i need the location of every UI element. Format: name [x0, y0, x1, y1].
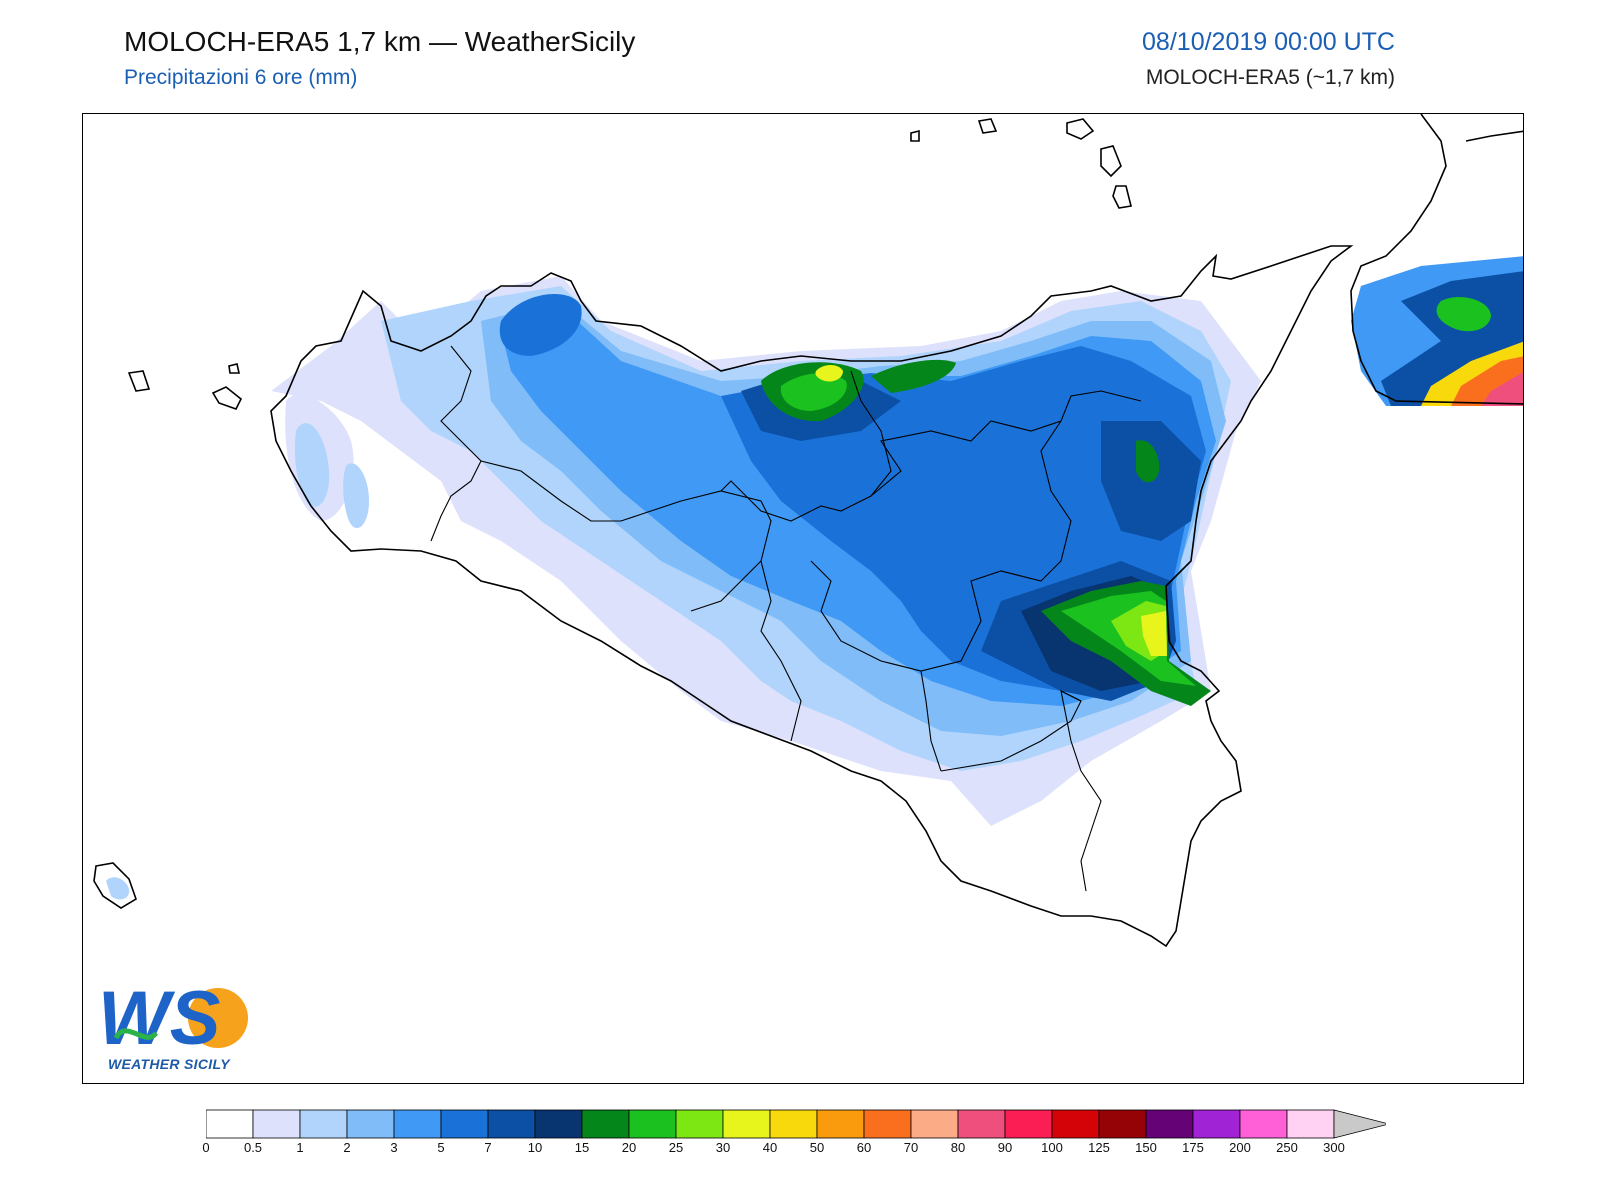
colorbar-tick-label: 15 — [574, 1140, 590, 1155]
aeolian-island-4 — [1100, 145, 1122, 178]
colorbar-tick-label: 200 — [1229, 1140, 1251, 1155]
precipitation-map — [82, 113, 1524, 1084]
boundary-trapani-palermo — [430, 345, 482, 542]
precip-calabria-90mm — [1481, 372, 1523, 406]
precip-west-1mm — [294, 423, 330, 507]
colorbar-swatch — [675, 1109, 724, 1139]
precip-north-20mm — [780, 373, 847, 411]
colorbar-swatch — [252, 1109, 301, 1139]
map-subtitle: Precipitazioni 6 ore (mm) — [124, 66, 358, 89]
valid-datetime: 08/10/2019 00:00 UTC — [1142, 28, 1395, 56]
aeolian-island-2 — [977, 118, 998, 134]
pantelleria-island — [93, 862, 137, 909]
sicily-coastline — [270, 245, 1354, 948]
calabria-coast-north — [1465, 130, 1523, 142]
colorbar-tick-label: 40 — [762, 1140, 778, 1155]
colorbar-swatch — [393, 1109, 442, 1139]
colorbar-swatch — [1051, 1109, 1100, 1139]
colorbar-swatch — [299, 1109, 348, 1139]
logo-caption: WEATHER SICILY — [108, 1056, 230, 1072]
colorbar-tick-label: 5 — [437, 1140, 445, 1155]
egadi-island-2 — [211, 386, 243, 410]
colorbar-tick-label: 125 — [1088, 1140, 1110, 1155]
map-svg — [93, 114, 1523, 948]
colorbar-swatch — [1145, 1109, 1194, 1139]
colorbar-swatch — [1286, 1109, 1335, 1139]
egadi-island-3 — [228, 363, 240, 374]
colorbar-swatch — [1192, 1109, 1241, 1139]
egadi-island-1 — [127, 370, 151, 392]
precip-etna-15mm — [1136, 440, 1160, 483]
boundary-caltanissetta-agrigento — [760, 560, 802, 742]
colorbar-tick-label: 250 — [1276, 1140, 1298, 1155]
colorbar-svg — [205, 1109, 1390, 1139]
colorbar-extension — [1333, 1109, 1390, 1139]
precip-west-1mm-b — [343, 463, 369, 529]
calabria-coastline — [1350, 114, 1523, 405]
precip-nw-5mm — [499, 294, 582, 356]
boundary-enna-catania — [810, 420, 1072, 672]
colorbar-tick-label: 10 — [527, 1140, 543, 1155]
colorbar-tick-label: 3 — [390, 1140, 398, 1155]
boundary-palermo-caltanissetta — [720, 370, 892, 522]
boundary-catania-ragusa — [1060, 690, 1082, 702]
precip-east-40mm — [1141, 611, 1167, 656]
colorbar-tick-label: 50 — [809, 1140, 825, 1155]
colorbar-swatch — [769, 1109, 818, 1139]
map-title: MOLOCH-ERA5 1,7 km — WeatherSicily — [124, 26, 636, 57]
weathersicily-logo: WS — [96, 976, 256, 1078]
svg-text:WS: WS — [98, 978, 220, 1058]
colorbar-swatch — [816, 1109, 865, 1139]
province-boundaries — [430, 345, 1142, 892]
colorbar-swatch — [863, 1109, 912, 1139]
colorbar-swatch — [910, 1109, 959, 1139]
colorbar-swatch — [1004, 1109, 1053, 1139]
colorbar-swatch — [534, 1109, 583, 1139]
colorbar-tick-label: 150 — [1135, 1140, 1157, 1155]
colorbar-swatch — [957, 1109, 1006, 1139]
colorbar-tick-label: 0 — [202, 1140, 210, 1155]
colorbar-tick-label: 300 — [1323, 1140, 1345, 1155]
colorbar-tick-label: 90 — [997, 1140, 1013, 1155]
colorbar-tick-label: 100 — [1041, 1140, 1063, 1155]
model-name: MOLOCH-ERA5 (~1,7 km) — [1145, 66, 1395, 89]
colorbar-tick-label: 1 — [296, 1140, 304, 1155]
colorbar-swatch — [346, 1109, 395, 1139]
colorbar-tick-label: 7 — [484, 1140, 492, 1155]
colorbar-tick-label: 0.5 — [243, 1140, 263, 1155]
precip-calabria-20mm — [1436, 296, 1491, 332]
colorbar-tick-label: 80 — [950, 1140, 966, 1155]
colorbar-swatch — [487, 1109, 536, 1139]
boundary-catania-siracusa — [940, 690, 1102, 892]
colorbar-swatch — [581, 1109, 630, 1139]
colorbar-swatch — [1098, 1109, 1147, 1139]
colorbar-swatch — [628, 1109, 677, 1139]
aeolian-island-1 — [910, 129, 920, 142]
precipitation-colorbar — [205, 1108, 1390, 1145]
colorbar-swatch — [440, 1109, 489, 1139]
colorbar-tick-label: 70 — [903, 1140, 919, 1155]
aeolian-island-5 — [1112, 185, 1132, 209]
colorbar-tick-label: 60 — [856, 1140, 872, 1155]
coastlines — [93, 114, 1523, 948]
precip-north-30mm — [815, 365, 843, 382]
boundary-messina-enna — [870, 390, 1142, 497]
precip-ne-15mm — [871, 359, 956, 393]
precip-pantelleria — [106, 877, 130, 900]
boundary-palermo-agrigento — [480, 460, 772, 612]
colorbar-tick-label: 2 — [343, 1140, 351, 1155]
boundary-caltanissetta-ragusa — [920, 670, 942, 772]
colorbar-tick-label: 25 — [668, 1140, 684, 1155]
colorbar-swatch — [1239, 1109, 1288, 1139]
aeolian-island-3 — [1066, 118, 1095, 140]
precipitation-field — [106, 256, 1523, 900]
colorbar-tick-label: 30 — [715, 1140, 731, 1155]
colorbar-swatch — [205, 1109, 254, 1139]
colorbar-tick-label: 20 — [621, 1140, 637, 1155]
colorbar-tick-label: 175 — [1182, 1140, 1204, 1155]
colorbar-swatch — [722, 1109, 771, 1139]
